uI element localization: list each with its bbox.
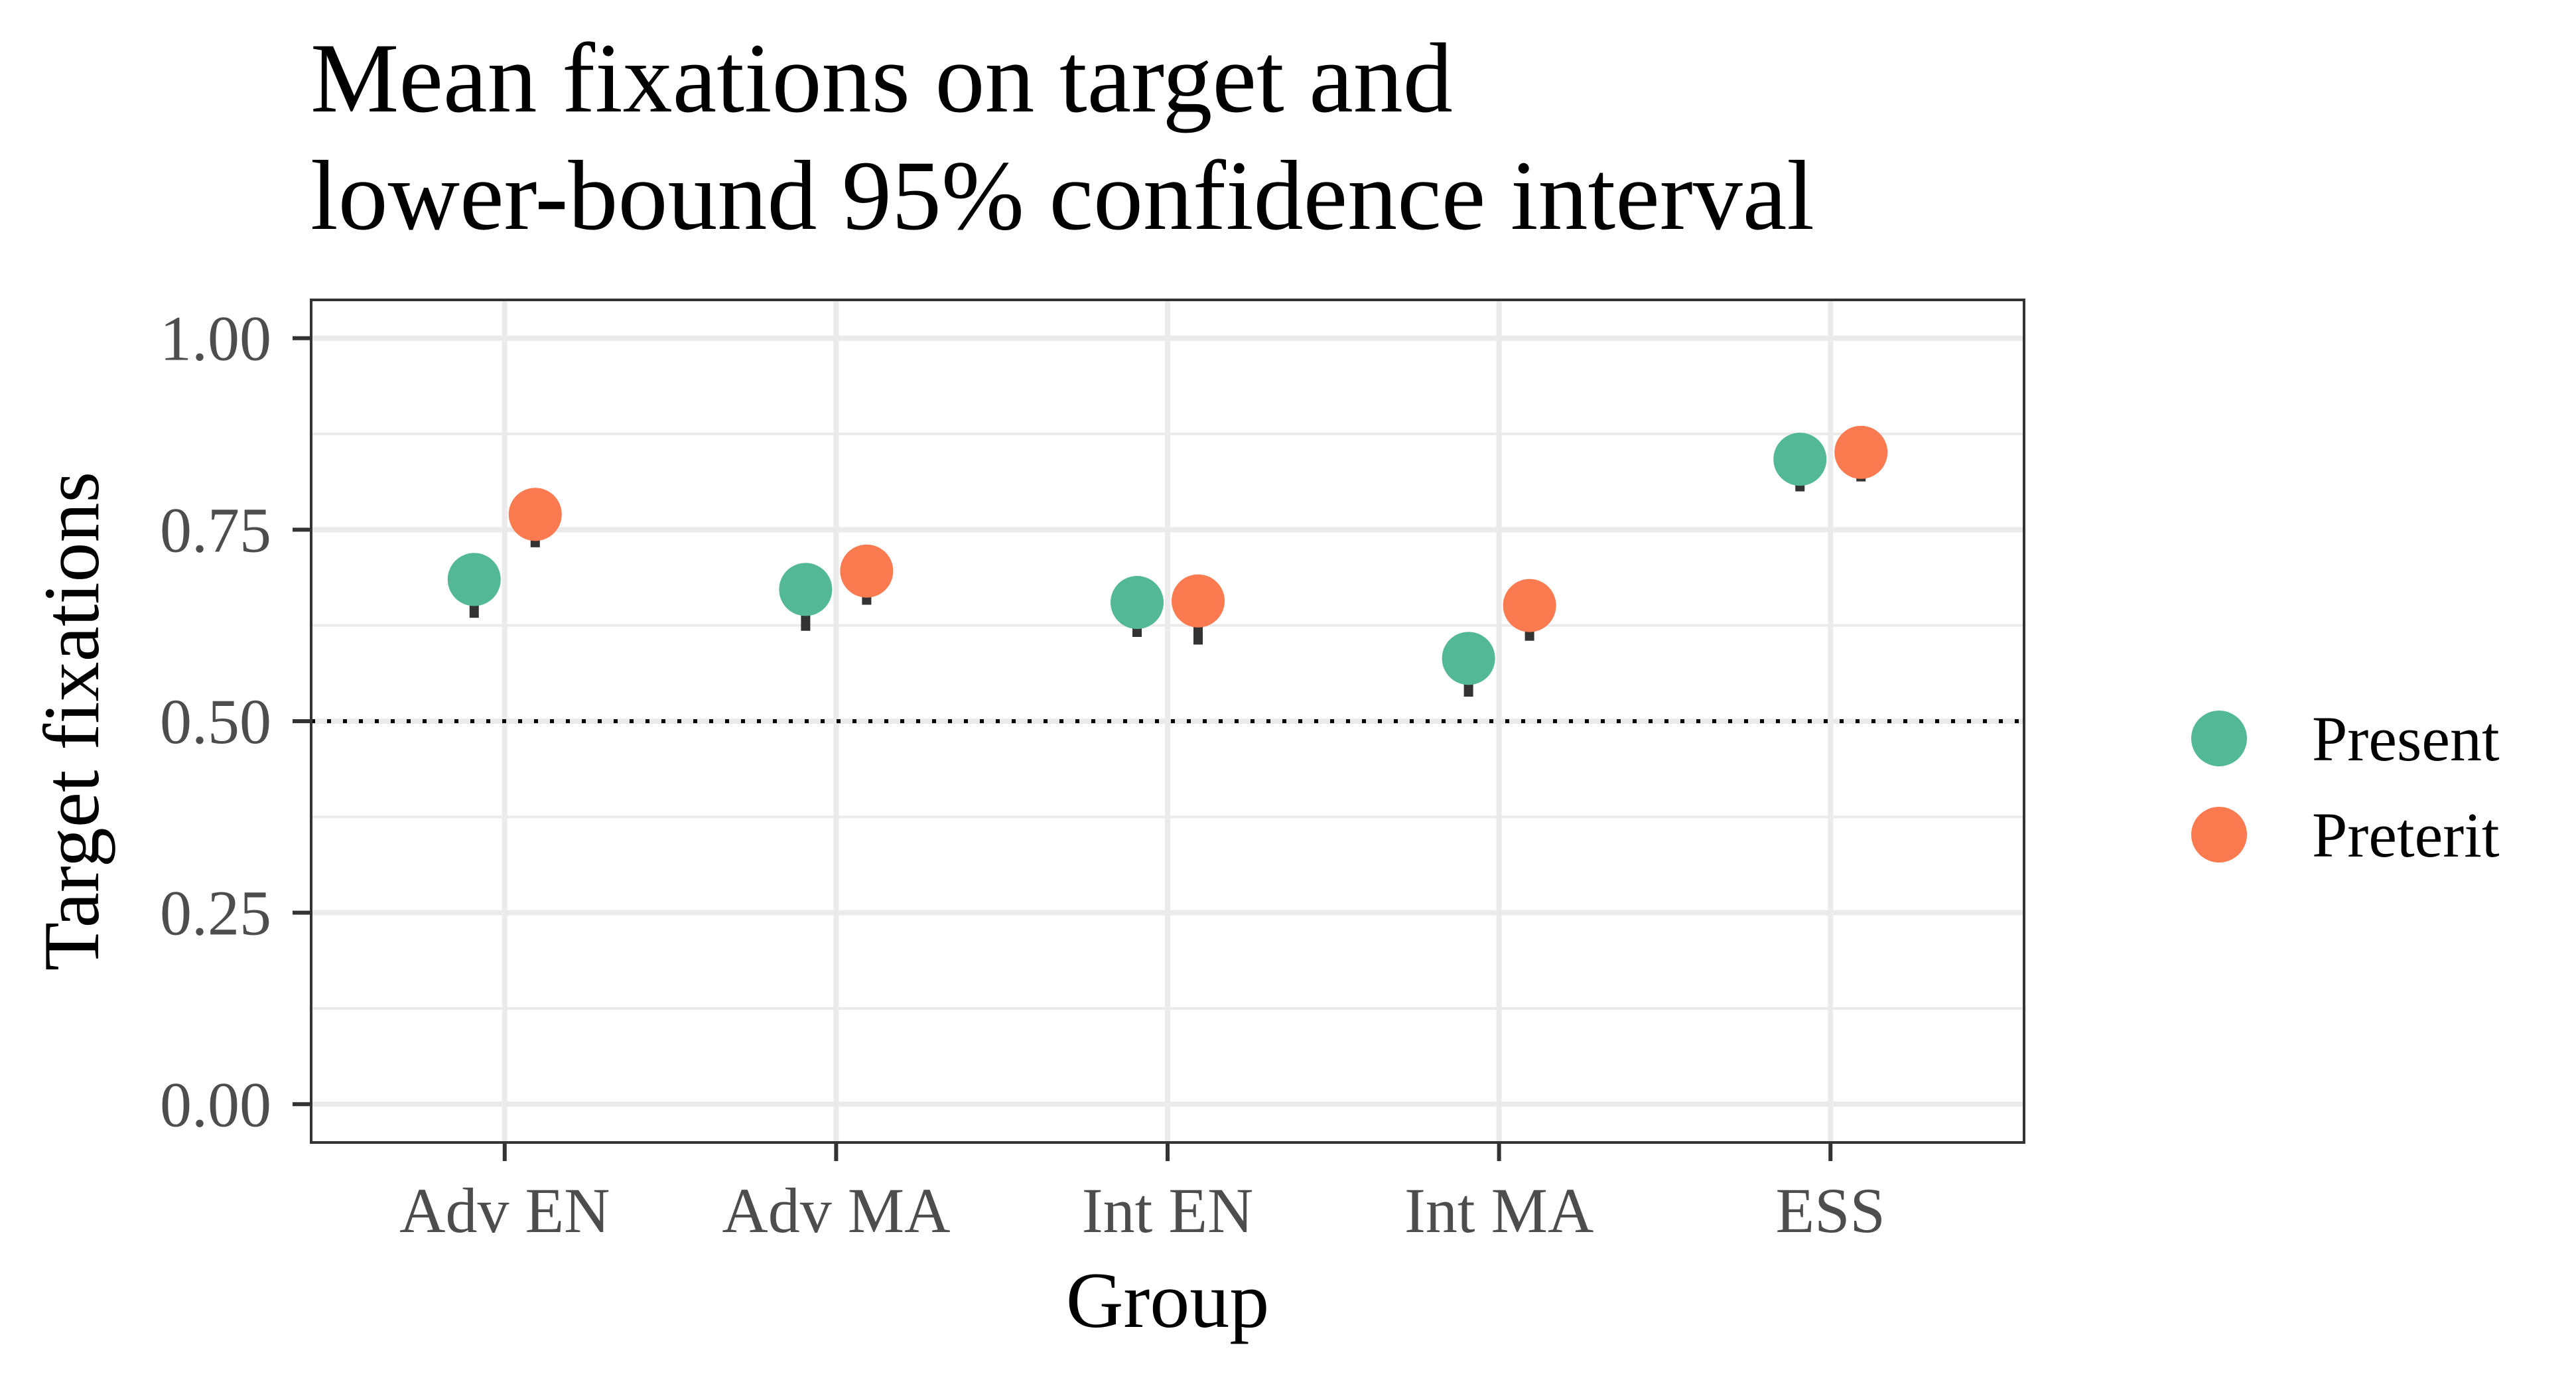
data-point [447, 553, 501, 606]
y-tick-label: 0.75 [160, 494, 271, 565]
data-point [840, 544, 894, 598]
legend-key [2191, 807, 2247, 863]
legend: Present Preterit [2191, 703, 2500, 870]
data-point [1442, 632, 1495, 685]
data-point [1172, 574, 1225, 628]
x-axis: Adv EN Adv MA Int EN Int MA ESS [399, 1142, 1885, 1246]
grid-layer [311, 300, 2024, 1142]
x-tick-label: Int EN [1082, 1175, 1254, 1246]
y-tick-label: 0.50 [160, 686, 271, 757]
x-tick-label: Adv MA [722, 1175, 950, 1246]
data-point [779, 563, 833, 616]
data-point [508, 488, 562, 541]
y-tick-label: 0.25 [160, 878, 271, 949]
x-axis-title: Group [1066, 1256, 1270, 1344]
legend-label: Present [2312, 703, 2500, 774]
legend-label: Preterit [2312, 799, 2500, 870]
data-point [1503, 579, 1556, 632]
y-tick-label: 1.00 [160, 303, 271, 374]
chart-title-line-2: lower-bound 95% confidence interval [310, 141, 1814, 251]
chart-title-line-1: Mean fixations on target and [310, 23, 1453, 133]
data-point [1773, 433, 1827, 486]
x-tick-label: Int MA [1404, 1175, 1593, 1246]
x-tick-label: Adv EN [399, 1175, 610, 1246]
y-axis: 0.00 0.25 0.50 0.75 1.00 [160, 303, 311, 1140]
data-point [1111, 576, 1164, 630]
x-tick-label: ESS [1776, 1175, 1885, 1246]
y-tick-label: 0.00 [160, 1069, 271, 1140]
points-layer [447, 425, 1888, 685]
legend-key [2191, 711, 2247, 766]
data-point [1834, 425, 1888, 479]
y-axis-title: Target fixations [27, 472, 115, 971]
